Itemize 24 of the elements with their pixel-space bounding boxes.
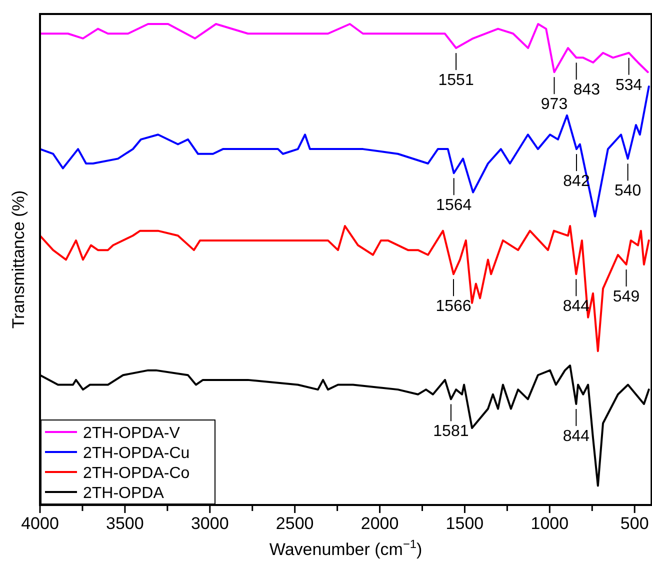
x-tick-label: 2500 (276, 514, 314, 533)
x-tick-label: 1000 (530, 514, 569, 533)
x-tick-label: 3000 (190, 514, 229, 533)
annotation: 973 (540, 96, 568, 114)
annotation: 549 (612, 288, 640, 306)
annotation: 1551 (438, 72, 474, 90)
legend-label: 2TH-OPDA (83, 485, 164, 502)
legend-label: 2TH-OPDA-Co (83, 465, 190, 482)
y-axis-title: Transmittance (%) (9, 190, 28, 329)
x-axis-title: Wavenumber (cm$^{−1}$) (269, 537, 422, 559)
legend-label: 2TH-OPDA-Cu (83, 445, 190, 462)
annotation: 534 (615, 76, 642, 94)
annotation: 844 (562, 428, 590, 445)
annotation: 1564 (436, 197, 472, 214)
x-tick-label: 1500 (446, 514, 484, 533)
x-tick-label: 3500 (106, 514, 144, 533)
x-tick-label: 500 (620, 514, 649, 533)
annotation: 1566 (436, 298, 472, 316)
x-tick-label: 4000 (21, 514, 59, 533)
annotation: 540 (614, 182, 642, 200)
annotation: 1581 (433, 423, 469, 440)
x-tick-label: 2000 (360, 514, 399, 533)
legend-label: 2TH-OPDA-V (83, 425, 180, 442)
annotation: 843 (573, 82, 600, 99)
